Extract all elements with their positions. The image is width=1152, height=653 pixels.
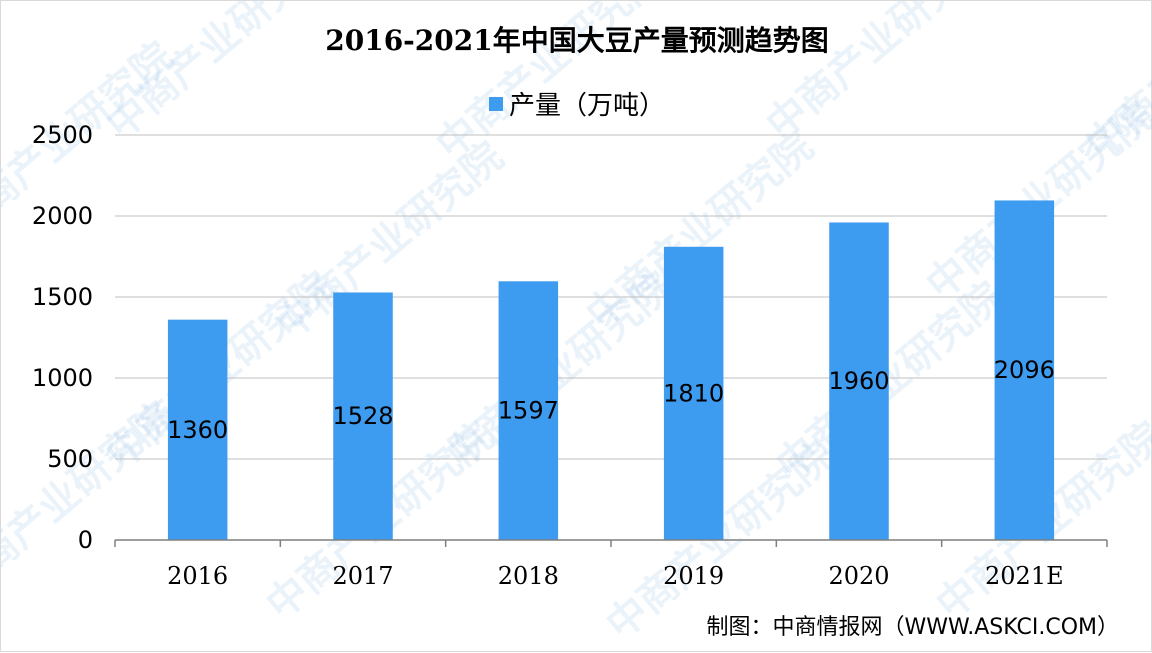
data-label: 1360 [167, 416, 228, 444]
data-label: 1960 [828, 367, 889, 395]
bar-2018 [498, 281, 559, 540]
gridlines [115, 134, 1107, 460]
y-tick-label: 2000 [32, 202, 93, 230]
watermark-text: 中商产业研究院 [768, 273, 1012, 488]
data-label: 1810 [663, 379, 724, 407]
watermark-text: 中商产业研究院 [438, 263, 682, 478]
chart-title: 2016-2021年中国大豆产量预测趋势图 [325, 24, 829, 57]
bar-2020 [829, 222, 889, 541]
bar-2021E [994, 200, 1055, 540]
labels-group: 0 500 1000 1500 2000 2500 1360 2016 1528 2017 1597… [32, 121, 1064, 590]
legend-label: 产量（万吨） [508, 91, 665, 121]
bars-group [167, 200, 1055, 541]
y-tick-label: 0 [78, 526, 93, 554]
legend-swatch [488, 96, 503, 111]
watermark-text: 中商产业研究院 [1, 393, 182, 608]
x-tick-label: 2018 [498, 562, 559, 590]
y-tick-label: 500 [47, 445, 93, 473]
bar-2016 [167, 319, 228, 540]
data-label: 2096 [994, 356, 1055, 384]
data-label: 1597 [498, 397, 559, 425]
source-note: 制图：中商情报网（WWW.ASKCI.COM） [706, 615, 1119, 640]
y-tick-label: 1000 [32, 364, 93, 392]
y-tick-label: 2500 [32, 121, 93, 149]
x-tick-label: 2019 [663, 562, 724, 590]
bar-2019 [663, 246, 724, 540]
axes-group [114, 539, 1108, 547]
bar-2017 [333, 292, 393, 540]
x-tick-label: 2021E [985, 562, 1064, 590]
x-tick-label: 2017 [332, 562, 393, 590]
y-tick-label: 1500 [32, 283, 93, 311]
data-label: 1528 [332, 402, 393, 430]
x-tick-label: 2016 [167, 562, 228, 590]
x-tick-label: 2020 [828, 562, 889, 590]
legend: 产量（万吨） [1, 85, 1152, 122]
